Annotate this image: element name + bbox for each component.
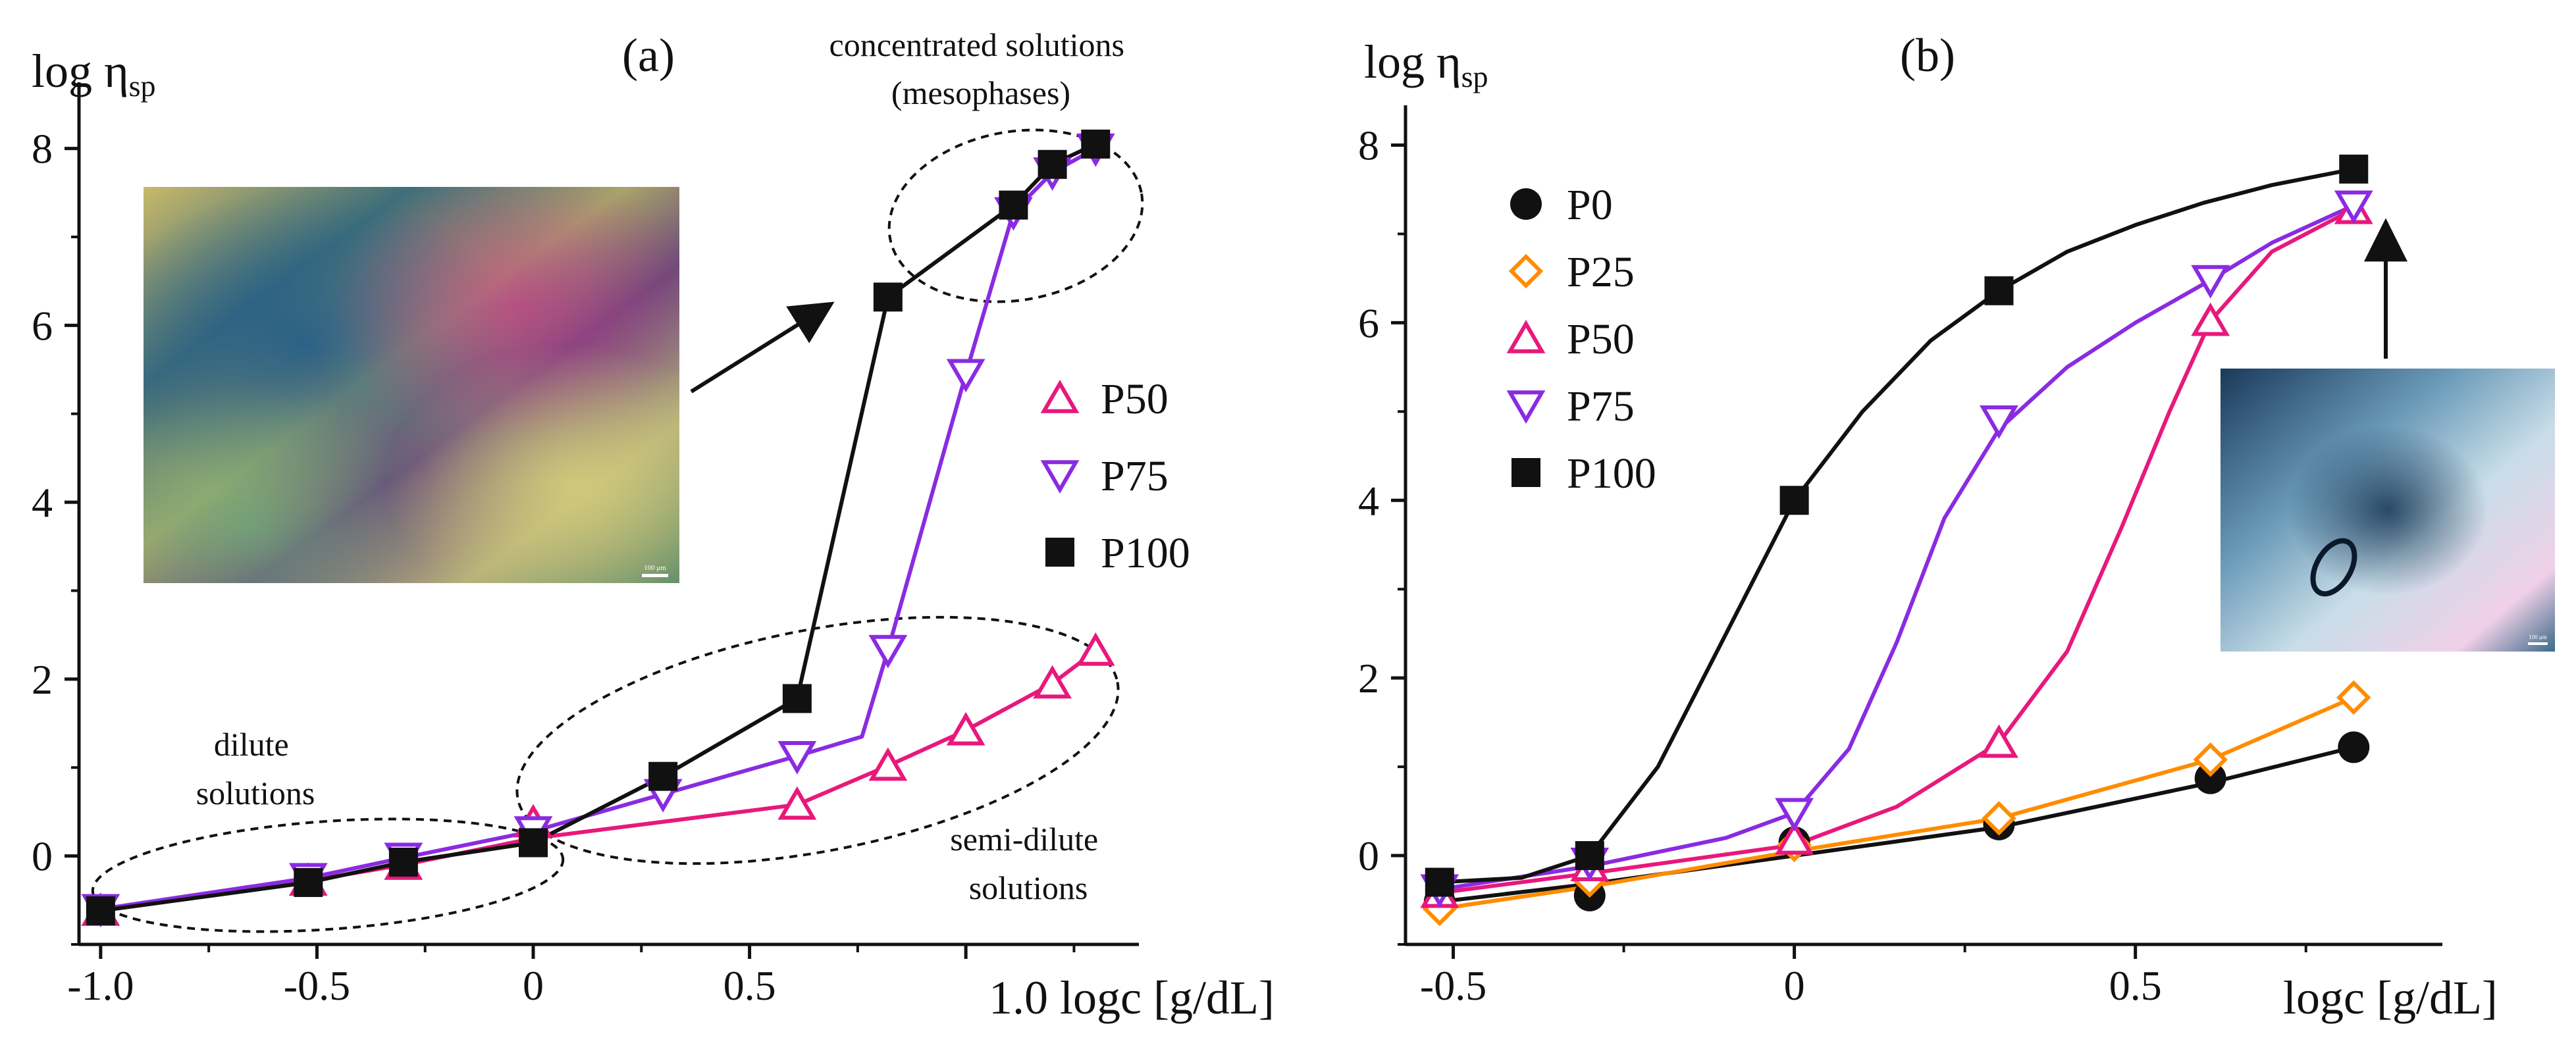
panel-a-legend: P50 P75 P100 <box>1040 375 1190 577</box>
a-point-p100 <box>519 828 548 858</box>
b-y-tick-label: 8 <box>1358 122 1379 168</box>
b-legend-marker-p0 <box>1510 188 1542 220</box>
b-y-tick-label: 4 <box>1358 477 1379 524</box>
b-legend-label-p25: P25 <box>1567 248 1635 296</box>
a-point-p50 <box>1076 632 1115 666</box>
ellipse-concentrated <box>887 128 1144 303</box>
a-y-tick-label: 4 <box>32 479 53 526</box>
b-point-p75 <box>1980 405 2018 439</box>
panel-a: (a) log ηsp 100 μm concentrated solution… <box>32 26 1275 1024</box>
a-y-tick-label: 8 <box>32 126 53 172</box>
panel-a-label: (a) <box>622 29 675 82</box>
a-x-tick-label: 0.5 <box>723 962 776 1009</box>
inset-micrograph-a: 100 μm <box>144 187 679 583</box>
b-point-p100 <box>2339 154 2369 184</box>
b-x-tick-label: 0.5 <box>2109 962 2162 1009</box>
b-point-p75 <box>2334 190 2373 224</box>
b-fit-line-p100 <box>1439 167 2354 885</box>
annotation-concentrated: concentrated solutions (mesophases) <box>829 26 1133 111</box>
inset-a-scale-label: 100 μm <box>644 564 666 572</box>
b-point-p100 <box>1779 486 1809 515</box>
b-y-tick-label: 0 <box>1358 833 1379 879</box>
panel-a-xlabel: 1.0 logc [g/dL] <box>989 971 1275 1024</box>
a-point-p75 <box>868 634 908 669</box>
b-point-p25 <box>2193 742 2228 777</box>
a-y-tick-label: 2 <box>32 656 53 703</box>
inset-micrograph-b: 100 μm <box>2221 369 2555 652</box>
a-point-p50 <box>868 747 908 781</box>
a-legend-label-p100: P100 <box>1101 529 1190 577</box>
a-x-tick-label: 0 <box>523 962 544 1009</box>
a-point-p50 <box>946 711 986 746</box>
b-point-p0 <box>2338 731 2370 763</box>
b-legend-label-p50: P50 <box>1567 315 1635 363</box>
a-x-tick-label: -1.0 <box>67 962 134 1009</box>
a-legend-marker-p100 <box>1045 538 1074 567</box>
a-point-p100 <box>1081 129 1111 159</box>
panel-b-axes: 0 2 4 6 8 -0.5 0 0.5 <box>1358 105 2442 1009</box>
b-fit-line-p50 <box>1439 207 2355 895</box>
ellipse-dilute <box>91 817 565 933</box>
panel-b-label: (b) <box>1900 29 1955 82</box>
panel-a-axes: 0 2 4 6 8 -1.0 -0.5 0 0.5 <box>32 82 1139 1009</box>
a-point-p100 <box>388 848 418 877</box>
b-x-tick-label: 0 <box>1784 962 1805 1009</box>
a-fit-line-p100 <box>100 142 1097 913</box>
a-point-p100 <box>1038 149 1067 179</box>
panel-b-legend: P0 P25 P50 P75 P100 <box>1506 181 1656 498</box>
b-legend-label-p0: P0 <box>1567 181 1613 229</box>
a-point-p100 <box>294 867 323 897</box>
b-point-p100 <box>1984 276 2014 305</box>
panel-b-xlabel: logc [g/dL] <box>2283 971 2498 1024</box>
annotation-dilute: dilute solutions <box>196 726 315 811</box>
b-y-tick-label: 6 <box>1358 299 1379 346</box>
a-legend-marker-p50 <box>1040 380 1080 413</box>
b-fit-line-p25 <box>1439 696 2355 911</box>
a-point-p75 <box>946 359 986 393</box>
b-point-p50 <box>1980 724 2018 758</box>
b-legend-marker-p75 <box>1506 390 1546 424</box>
b-point-p75 <box>2191 265 2230 299</box>
b-y-tick-label: 2 <box>1358 655 1379 702</box>
b-legend-label-p100: P100 <box>1567 449 1656 498</box>
a-legend-marker-p75 <box>1040 460 1080 494</box>
b-point-p100 <box>1575 841 1604 871</box>
panel-a-ylabel: log ηsp <box>32 45 156 103</box>
arrow-to-mesophase <box>690 301 835 394</box>
a-point-p100 <box>86 896 115 925</box>
b-point-p100 <box>1425 867 1454 897</box>
a-point-p100 <box>648 761 678 791</box>
b-point-p25 <box>2336 680 2371 715</box>
panel-b-ylabel: log ηsp <box>1364 36 1488 93</box>
b-legend-marker-p100 <box>1511 458 1540 487</box>
inset-b-scale-label: 100 μm <box>2529 634 2547 640</box>
panel-b: (b) log ηsp 100 μm 0 2 4 6 8 -0.5 0 0.5 P0 P25 P5… <box>1358 29 2555 1024</box>
b-point-p75 <box>1775 798 1814 832</box>
b-x-tick-label: -0.5 <box>1420 962 1486 1009</box>
panel-b-data-points <box>1420 154 2373 927</box>
b-legend-marker-p25 <box>1508 253 1544 289</box>
panel-a-data-points <box>81 129 1115 928</box>
a-point-p100 <box>782 684 812 713</box>
a-point-p50 <box>1033 665 1072 699</box>
a-point-p100 <box>873 282 903 312</box>
b-legend-marker-p50 <box>1506 320 1546 353</box>
a-y-tick-label: 6 <box>32 302 53 349</box>
b-point-p0 <box>2194 762 2226 794</box>
ellipse-semi-dilute <box>515 615 1120 865</box>
b-point-p50 <box>1775 821 1814 855</box>
b-fit-line-p0 <box>1439 745 2355 904</box>
a-y-tick-label: 0 <box>32 833 53 880</box>
a-legend-label-p75: P75 <box>1101 452 1169 500</box>
b-point-p25 <box>1982 801 2016 836</box>
a-legend-label-p50: P50 <box>1101 375 1169 423</box>
a-point-p50 <box>777 786 817 820</box>
a-point-p75 <box>777 740 817 775</box>
a-point-p100 <box>999 190 1028 220</box>
a-x-tick-label: -0.5 <box>284 962 350 1009</box>
b-point-p50 <box>2191 302 2230 336</box>
b-legend-label-p75: P75 <box>1567 382 1635 430</box>
annotation-semi-dilute: semi-dilute solutions <box>950 821 1106 906</box>
